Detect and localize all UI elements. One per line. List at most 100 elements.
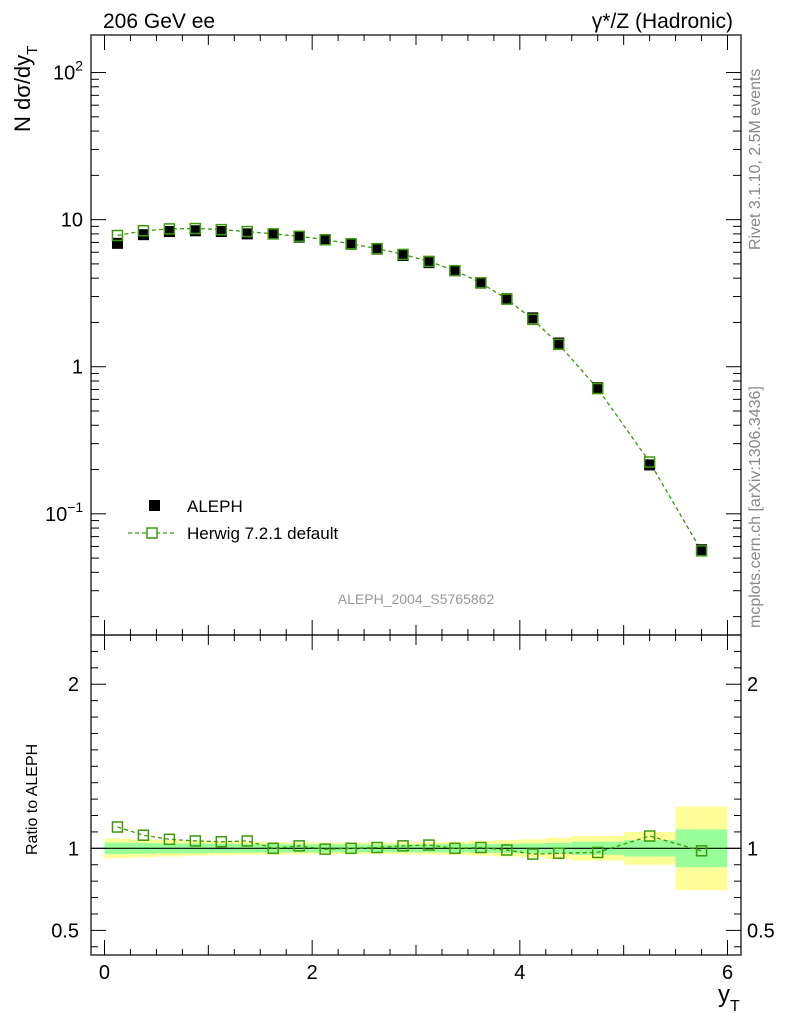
herwig-ratio-point [189, 835, 202, 847]
herwig-main-point [527, 313, 539, 326]
herwig-ratio-point [111, 821, 124, 833]
ratio-panel-marks [111, 821, 708, 860]
herwig-ratio-point [215, 836, 228, 848]
rivet-version-label: Rivet 3.1.10, 2.5M events [747, 69, 764, 250]
legend-herwig-marker [146, 527, 158, 539]
aleph-data-point [696, 544, 708, 556]
herwig-ratio-point [267, 842, 279, 855]
aleph-data-point [345, 238, 357, 250]
aleph-data-point [527, 312, 539, 324]
x-tick-label: 2 [307, 962, 318, 984]
aleph-data-point [397, 250, 409, 262]
herwig-ratio-point [695, 845, 708, 857]
herwig-main-point [371, 242, 383, 255]
herwig-main-point [189, 222, 202, 235]
main-y-tick-base: 10 [45, 504, 67, 526]
herwig-ratio-point [643, 830, 656, 842]
main-y-tick-label: 10 [61, 210, 83, 232]
x-tick-label: 0 [99, 962, 110, 984]
herwig-main-point [267, 228, 279, 240]
herwig-main-point [345, 238, 357, 250]
herwig-ratio-point [163, 833, 176, 846]
herwig-main-point [695, 545, 708, 557]
main-panel-frame [90, 34, 742, 636]
aleph-data-point [293, 231, 305, 243]
herwig-main-point [397, 248, 409, 261]
herwig-ratio-point [475, 841, 487, 854]
aleph-data-point [137, 229, 149, 241]
herwig-ratio-point [553, 847, 565, 860]
herwig-ratio-point [241, 835, 254, 847]
main-panel-marks [111, 222, 708, 557]
header-left-label: 206 GeV ee [103, 10, 215, 33]
main-y-tick-base: 10 [53, 63, 75, 85]
legend-aleph-marker [149, 500, 160, 511]
header-right-label: γ*/Z (Hadronic) [592, 10, 733, 33]
legend-herwig-label: Herwig 7.2.1 default [187, 524, 338, 543]
analysis-label: ALEPH_2004_S5765862 [338, 591, 495, 607]
ratio-panel-frame [90, 634, 742, 956]
aleph-data-point [501, 293, 513, 305]
herwig-ratio-point [345, 842, 357, 855]
herwig-main-point [293, 230, 305, 243]
aleph-data-point [423, 257, 435, 269]
herwig-ratio-point [319, 843, 331, 855]
x-tick-label: 4 [514, 962, 525, 984]
aleph-data-point [644, 459, 656, 471]
herwig-main-point [319, 233, 331, 246]
aleph-data-point [319, 234, 331, 246]
aleph-data-point [592, 382, 604, 394]
aleph-data-point [371, 243, 383, 255]
ratio-y-axis-label: Ratio to ALEPH [24, 744, 41, 855]
herwig-main-point [163, 223, 176, 235]
herwig-main-point [475, 277, 487, 289]
herwig-ratio-point [449, 842, 461, 855]
ratio-y-tick-label-left: 2 [68, 674, 79, 696]
herwig-ratio-point [501, 844, 513, 856]
herwig-main-point [241, 225, 254, 238]
legend: ALEPH Herwig 7.2.1 default [128, 497, 338, 543]
herwig-main-point [423, 255, 435, 268]
aleph-data-point [189, 225, 201, 237]
main-y-tick-exponent: 2 [75, 58, 83, 74]
herwig-ratio-point [591, 846, 604, 859]
main-y-axis-label-main: N dσ/dy [10, 55, 35, 132]
aleph-data-point [241, 228, 253, 240]
herwig-main-point [111, 229, 124, 242]
mcplots-url-label: mcplots.cern.ch [arXiv:1306.3436] [747, 386, 764, 628]
herwig-main-point [449, 264, 461, 277]
ratio-y-tick-label-right: 2 [747, 674, 758, 696]
herwig-ratio-point [527, 848, 539, 860]
ratio-panel-axes: 0.5 0.5 1 1 2 2 0 2 4 6 [51, 634, 775, 984]
aleph-data-point [267, 228, 279, 240]
herwig-ratio-line [117, 826, 702, 855]
herwig-main-point [553, 338, 565, 351]
herwig-ratio-point [137, 829, 150, 841]
x-axis-label-main: y [718, 981, 730, 1008]
legend-aleph-label: ALEPH [187, 497, 243, 516]
x-tick-label: 6 [722, 962, 733, 984]
herwig-ratio-point [397, 840, 409, 852]
herwig-ratio-point [371, 841, 383, 854]
herwig-main-point [591, 382, 604, 395]
main-y-tick-label: 102 [53, 58, 83, 85]
ratio-y-tick-label-left: 0.5 [51, 920, 79, 942]
x-axis-label: yT [718, 981, 740, 1015]
aleph-data-point [449, 265, 461, 277]
ratio-y-tick-label-right: 1 [747, 838, 758, 860]
herwig-ratio-point [423, 839, 435, 851]
herwig-ratio-point [293, 840, 305, 852]
aleph-data-point [215, 226, 227, 238]
aleph-data-point [163, 226, 175, 238]
main-y-axis-label: N dσ/dyT [10, 46, 41, 132]
herwig-main-point [215, 223, 228, 236]
main-y-axis-label-sub: T [24, 46, 41, 55]
aleph-data-point [553, 337, 565, 349]
herwig-main-point [501, 293, 513, 305]
herwig-main-point [137, 225, 150, 237]
main-y-tick-exponent: −1 [67, 499, 83, 515]
ratio-y-tick-label-right: 0.5 [747, 920, 775, 942]
x-axis-label-sub: T [730, 998, 740, 1015]
